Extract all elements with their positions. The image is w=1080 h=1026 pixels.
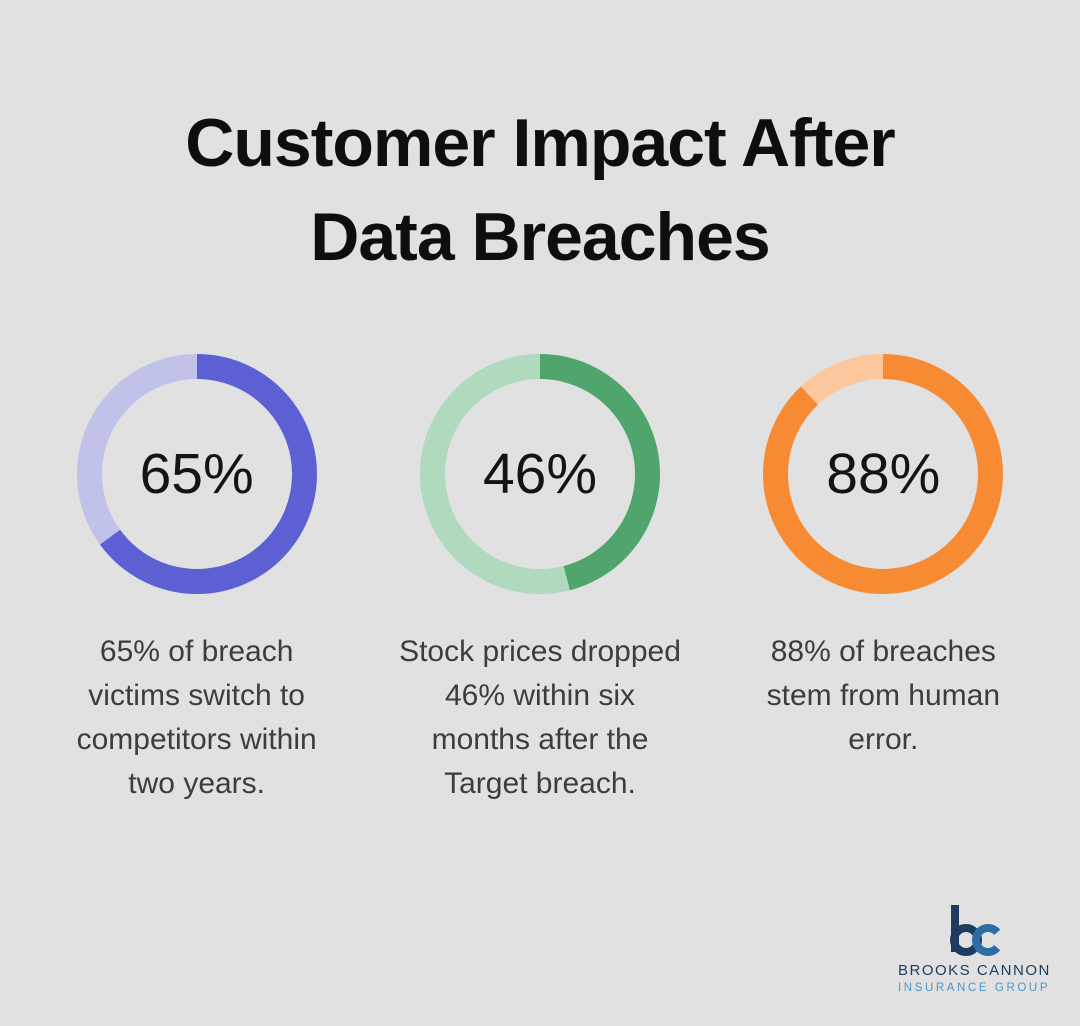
donut-percent-label: 46% bbox=[482, 442, 598, 506]
stats-row: 65% 65% of breach victims switch to compet… bbox=[25, 354, 1055, 806]
bc-monogram-icon bbox=[950, 905, 1001, 956]
page-title: Customer Impact After Data Breaches bbox=[0, 0, 1080, 284]
donut-hole bbox=[101, 379, 292, 569]
donut-percent-label: 65% bbox=[139, 442, 254, 506]
donut-hole bbox=[788, 379, 979, 569]
stat-card-65: 65% 65% of breach victims switch to compet… bbox=[25, 354, 368, 806]
brand-name: BROOKS CANNON bbox=[898, 962, 1051, 979]
title-line-1: Customer Impact After bbox=[185, 105, 896, 181]
brand-logo: BROOKS CANNON INSURANCE GROUP bbox=[898, 902, 1051, 994]
donut-percent-label: 88% bbox=[826, 442, 941, 506]
title-line-2: Data Breaches bbox=[310, 199, 770, 275]
infographic-canvas: Customer Impact After Data Breaches 65% … bbox=[0, 0, 1080, 994]
stat-caption: 65% of breach victims switch to competitor… bbox=[76, 635, 317, 800]
stat-caption: 88% of breaches stem from human error. bbox=[766, 635, 1001, 756]
donut-chart-46: 46% bbox=[419, 354, 660, 594]
stat-caption: Stock prices dropped 46% within six months… bbox=[399, 635, 681, 800]
donut-chart-65: 65% bbox=[76, 354, 317, 594]
stat-card-46: 46% Stock prices dropped 46% within six mo… bbox=[368, 354, 711, 806]
stat-card-88: 88% 88% of breaches stem from human error. bbox=[712, 354, 1055, 806]
donut-hole bbox=[444, 379, 635, 569]
donut-chart-88: 88% bbox=[763, 354, 1004, 594]
brand-tagline: INSURANCE GROUP bbox=[898, 982, 1051, 994]
